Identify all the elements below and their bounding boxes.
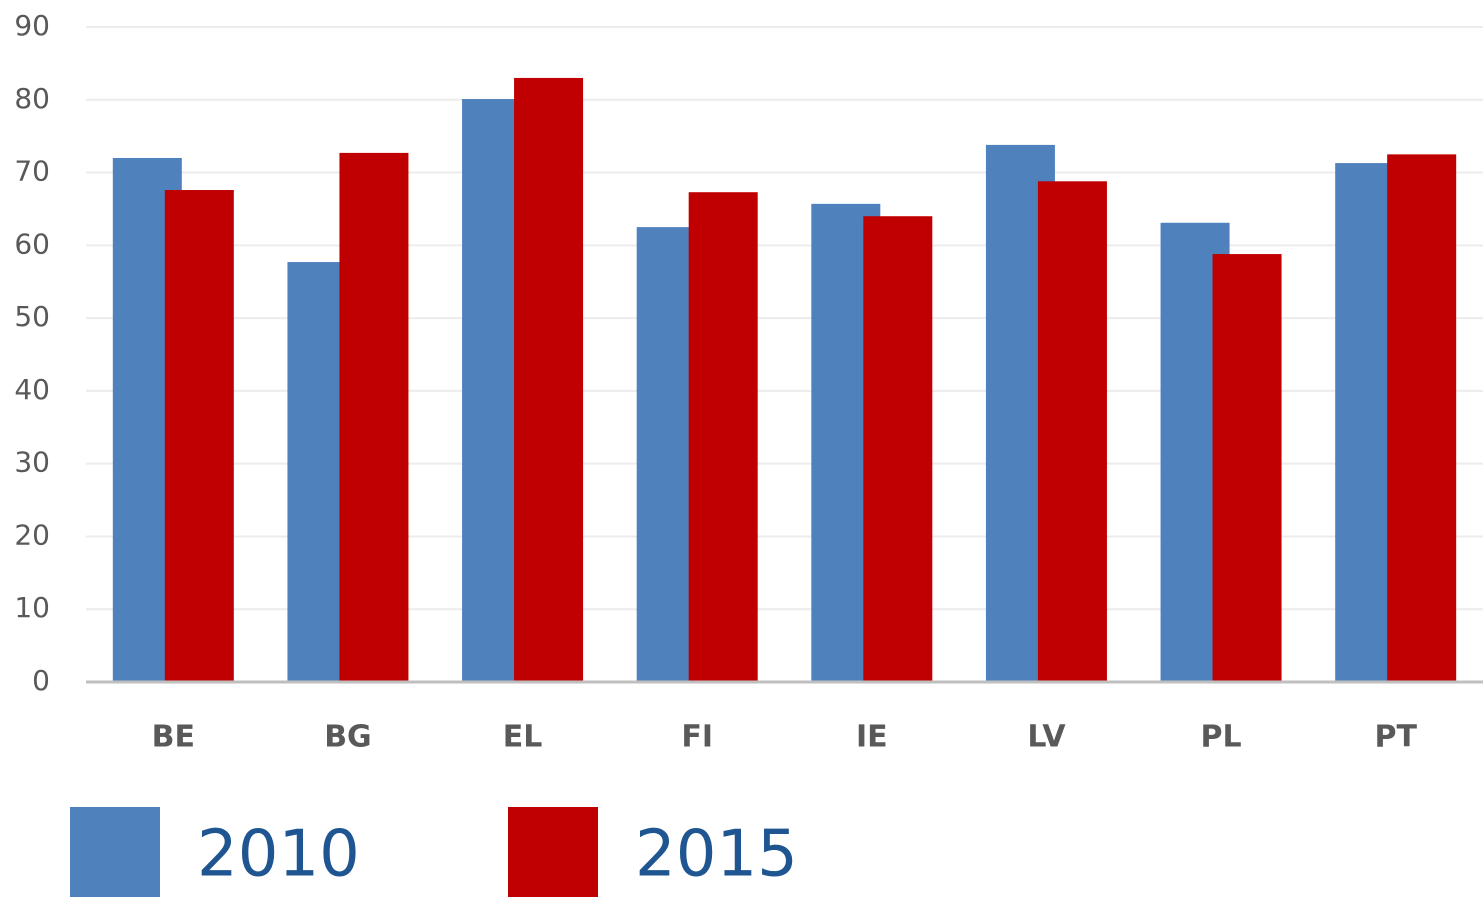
y-tick-label: 20 — [14, 518, 50, 551]
y-tick-label: 40 — [14, 373, 50, 406]
x-tick-label: BG — [324, 720, 372, 755]
legend-swatch — [70, 807, 160, 897]
x-tick-label: FI — [681, 720, 713, 755]
y-tick-label: 10 — [14, 591, 50, 624]
x-tick-label: IE — [856, 720, 888, 755]
legend-swatch — [508, 807, 598, 897]
legend-label: 2010 — [197, 818, 360, 892]
y-tick-label: 60 — [14, 227, 50, 260]
bar — [1037, 181, 1107, 683]
bar — [514, 77, 584, 682]
y-tick-label: 50 — [14, 300, 50, 333]
y-tick-label: 80 — [14, 82, 50, 115]
bar — [863, 216, 933, 682]
y-tick-label: 70 — [14, 155, 50, 188]
bar — [688, 192, 758, 682]
x-tick-label: LV — [1027, 720, 1066, 755]
y-tick-label: 30 — [14, 446, 50, 479]
bar — [1387, 154, 1457, 683]
x-tick-label: PT — [1374, 720, 1417, 755]
y-tick-label: 90 — [14, 9, 50, 42]
bar — [339, 152, 409, 683]
x-tick-label: EL — [503, 720, 543, 755]
bar — [164, 190, 234, 682]
x-tick-label: PL — [1201, 720, 1242, 755]
x-tick-label: BE — [152, 720, 195, 755]
bar — [1212, 254, 1282, 683]
legend-label: 2015 — [635, 818, 798, 892]
y-tick-label: 0 — [32, 664, 50, 697]
